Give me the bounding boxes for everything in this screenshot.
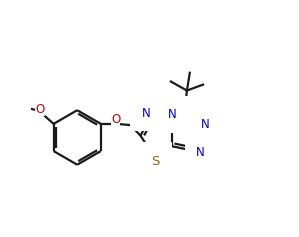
Text: O: O (111, 113, 120, 126)
Text: N: N (168, 108, 177, 121)
Text: N: N (201, 118, 210, 131)
Text: N: N (196, 146, 205, 159)
Text: N: N (141, 107, 150, 119)
Text: O: O (36, 103, 45, 116)
Text: S: S (151, 155, 159, 168)
